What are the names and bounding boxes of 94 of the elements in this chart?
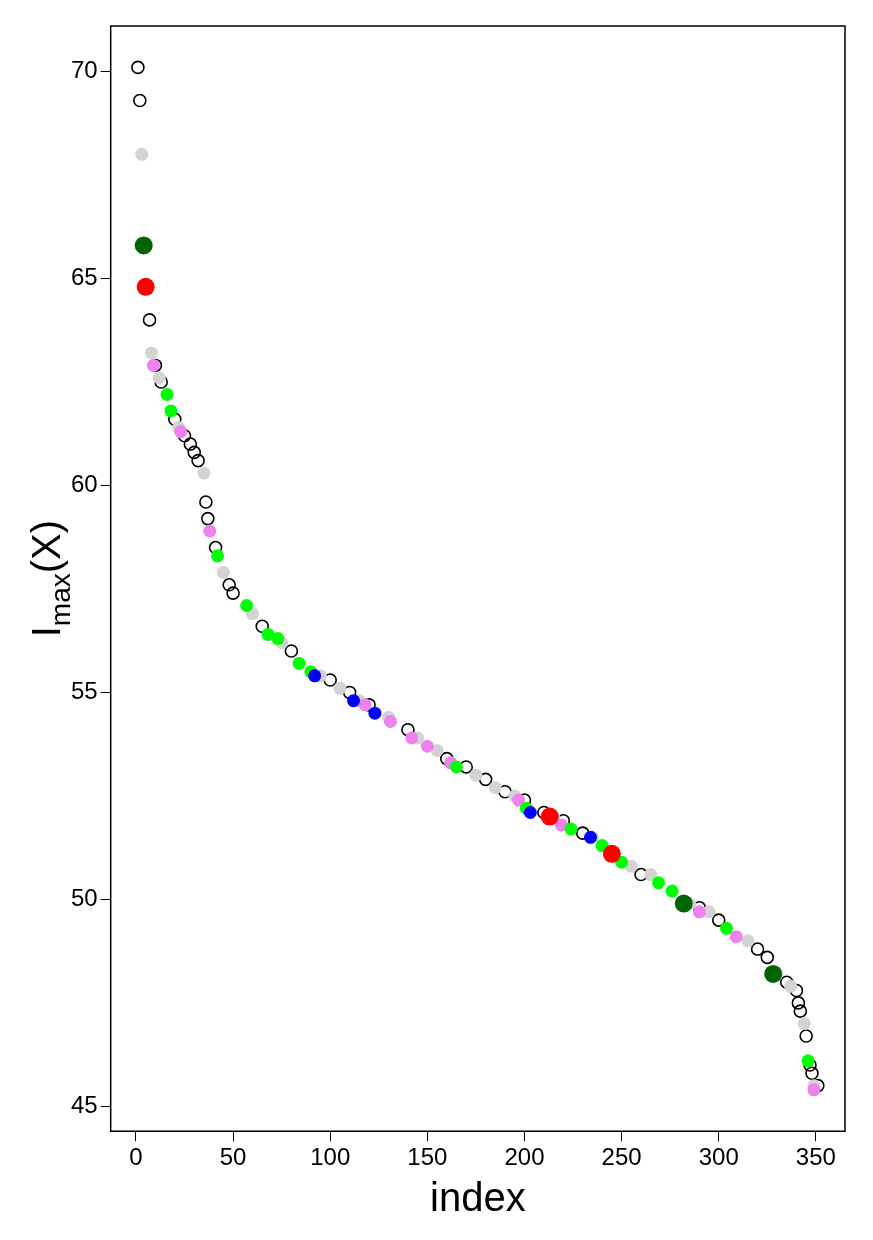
point xyxy=(152,371,166,385)
point xyxy=(135,147,149,161)
point xyxy=(512,793,526,807)
point xyxy=(342,685,357,700)
point xyxy=(203,524,217,538)
point xyxy=(197,466,211,480)
point xyxy=(799,1029,813,1043)
y-tick-label: 65 xyxy=(70,263,98,291)
point xyxy=(308,669,322,683)
point xyxy=(498,784,512,799)
point xyxy=(430,743,444,757)
point xyxy=(134,236,153,255)
point xyxy=(347,694,361,708)
point xyxy=(211,549,225,563)
x-tick-label: 50 xyxy=(219,1143,247,1171)
y-tick-label: 45 xyxy=(70,1090,98,1118)
x-axis-title: index xyxy=(430,1175,526,1220)
point xyxy=(271,632,285,646)
point xyxy=(191,453,205,468)
point xyxy=(208,540,223,555)
point xyxy=(133,93,147,108)
point xyxy=(540,807,559,826)
point xyxy=(634,867,648,882)
point xyxy=(405,731,419,745)
point xyxy=(469,768,483,782)
point xyxy=(201,511,215,526)
point xyxy=(711,913,726,927)
point xyxy=(523,805,537,819)
point xyxy=(652,876,666,890)
point xyxy=(164,404,178,418)
point xyxy=(439,751,454,766)
point xyxy=(323,673,338,687)
point xyxy=(255,619,270,633)
point xyxy=(741,934,755,948)
point xyxy=(564,822,578,836)
point xyxy=(459,760,473,774)
point xyxy=(177,428,192,443)
x-tick-label: 0 xyxy=(129,1143,143,1171)
point xyxy=(791,996,806,1010)
point xyxy=(801,1054,815,1068)
point xyxy=(131,60,145,75)
point xyxy=(199,495,213,509)
point xyxy=(216,565,230,579)
point xyxy=(478,772,493,787)
x-tick-label: 150 xyxy=(407,1143,448,1171)
point xyxy=(383,714,397,728)
point xyxy=(136,277,155,296)
point xyxy=(240,599,254,613)
x-tick-label: 350 xyxy=(795,1143,836,1171)
x-tick-label: 250 xyxy=(601,1143,642,1171)
y-tick-label: 70 xyxy=(70,56,98,84)
point xyxy=(784,979,798,993)
point xyxy=(665,884,679,898)
point xyxy=(187,445,202,460)
point xyxy=(174,425,188,439)
y-tick-label: 60 xyxy=(70,470,98,498)
point xyxy=(602,844,621,863)
point xyxy=(692,905,706,919)
point xyxy=(183,437,198,451)
point xyxy=(420,739,434,753)
point xyxy=(779,975,794,989)
point xyxy=(729,930,743,944)
y-tick-label: 55 xyxy=(70,677,98,705)
point xyxy=(797,1017,811,1031)
point xyxy=(793,1004,808,1018)
point xyxy=(760,950,775,965)
point xyxy=(160,387,174,401)
point xyxy=(449,760,463,774)
point xyxy=(750,942,765,956)
point xyxy=(401,722,415,737)
point xyxy=(142,313,157,327)
point xyxy=(333,681,347,695)
point xyxy=(292,656,306,670)
point xyxy=(154,375,168,389)
y-tick-label: 50 xyxy=(70,884,98,912)
point xyxy=(805,1066,819,1081)
point xyxy=(644,868,658,882)
x-tick-label: 300 xyxy=(698,1143,739,1171)
point xyxy=(624,859,638,873)
x-tick-label: 100 xyxy=(310,1143,351,1171)
point xyxy=(674,894,693,913)
point xyxy=(226,586,240,600)
point xyxy=(720,921,733,935)
point xyxy=(144,346,158,360)
x-tick-label: 200 xyxy=(504,1143,545,1171)
y-axis-title: Imax(X) xyxy=(24,519,76,638)
point xyxy=(368,706,382,720)
point xyxy=(284,644,299,658)
point xyxy=(807,1083,821,1097)
point xyxy=(789,983,804,998)
point xyxy=(358,698,372,712)
point xyxy=(575,826,590,840)
point xyxy=(488,781,502,795)
point xyxy=(222,578,236,592)
